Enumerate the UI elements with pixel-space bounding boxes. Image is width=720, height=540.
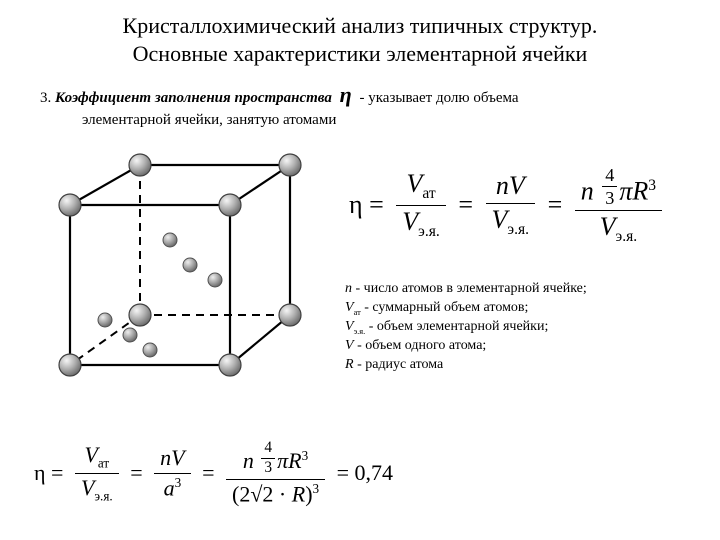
slide-title: Кристаллохимический анализ типичных стру… [0, 12, 720, 67]
slide: Кристаллохимический анализ типичных стру… [0, 0, 720, 540]
intro-term: Коэффициент заполнения пространства [55, 90, 332, 106]
formula-bottom: η = Vат Vэ.я. = nV a3 = n 4 3 πR3 (2√2 ·… [30, 440, 397, 506]
intro-rest2: элементарной ячейки, занятую атомами [40, 110, 680, 130]
formula-main: η = Vат Vэ.я. = nV Vэ.я. = n 4 3 πR3 Vэ.… [345, 165, 664, 245]
eta-symbol: η [336, 82, 356, 107]
legend: n - число атомов в элементарной ячейке; … [345, 280, 587, 375]
intro-number: 3. [40, 90, 55, 106]
title-line-2: Основные характеристики элементарной яче… [133, 41, 588, 66]
unit-cell-diagram [30, 145, 310, 405]
intro-text: 3. Коэффициент заполнения пространства η… [40, 80, 680, 130]
intro-rest1: указывает долю объема [368, 90, 518, 106]
intro-dash: - [360, 90, 369, 106]
title-line-1: Кристаллохимический анализ типичных стру… [123, 13, 598, 38]
